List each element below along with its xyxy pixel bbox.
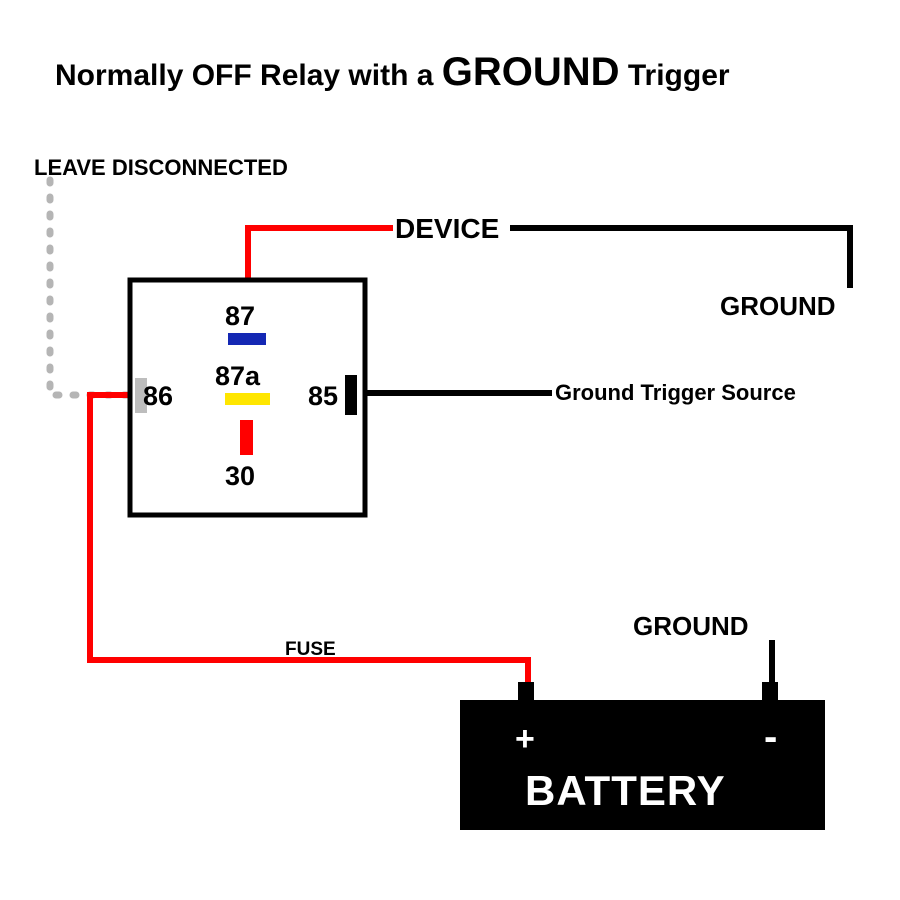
relay-pin-label-86: 86 <box>143 381 173 411</box>
relay-pin-label-87: 87 <box>225 301 255 331</box>
label-ground_top: GROUND <box>720 291 836 321</box>
battery-label: BATTERY <box>525 767 726 814</box>
relay-pin-bar-87a <box>225 393 270 405</box>
page-title: Normally OFF Relay with a GROUND Trigger <box>55 50 730 94</box>
label-leave_disconnected: LEAVE DISCONNECTED <box>34 155 288 180</box>
label-fuse: FUSE <box>285 639 336 660</box>
relay-pin-label-85: 85 <box>308 381 338 411</box>
relay-pin-label-30: 30 <box>225 461 255 491</box>
label-ground_bottom: GROUND <box>633 611 749 641</box>
wire-dotted-disconnected <box>50 180 130 395</box>
relay-pin-bar-87 <box>228 333 266 345</box>
battery-post-right <box>762 682 778 702</box>
battery-minus: - <box>764 715 777 759</box>
wire-red-87-device <box>248 228 393 280</box>
relay-pin-bar-30 <box>240 420 253 455</box>
wire-black-device-ground <box>510 228 850 288</box>
battery-plus: + <box>515 720 535 758</box>
relay-pin-bar-85 <box>345 375 357 415</box>
label-device: DEVICE <box>395 213 499 244</box>
battery-post-left <box>518 682 534 702</box>
label-trigger_source: Ground Trigger Source <box>555 380 796 405</box>
relay-pin-label-87a: 87a <box>215 361 261 391</box>
